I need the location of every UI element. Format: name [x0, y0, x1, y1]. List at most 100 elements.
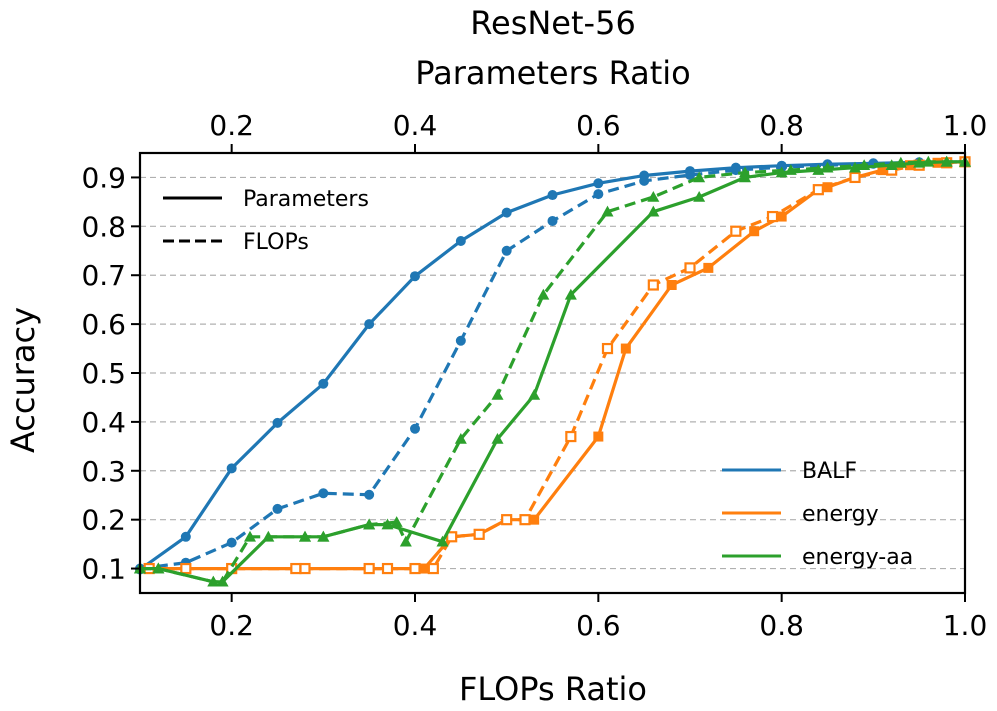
data-point	[784, 164, 797, 175]
y-tick-label: 0.1	[81, 553, 126, 586]
data-point	[528, 389, 541, 400]
data-point	[318, 378, 329, 389]
data-point	[244, 530, 256, 542]
data-point	[519, 514, 531, 526]
data-point	[363, 562, 375, 575]
data-point	[180, 562, 192, 575]
data-point	[216, 575, 229, 587]
legend-parameters-label: Parameters	[243, 187, 369, 212]
data-point	[685, 170, 695, 180]
data-point	[564, 288, 577, 300]
data-point	[849, 171, 861, 184]
data-point	[730, 225, 742, 237]
data-point	[226, 463, 237, 474]
data-point	[647, 191, 660, 202]
data-point	[913, 156, 926, 168]
data-point	[454, 433, 467, 444]
data-point	[693, 191, 706, 202]
y-tick-label: 0.8	[81, 210, 126, 243]
data-point	[620, 343, 631, 354]
data-point	[409, 562, 421, 575]
data-point	[666, 280, 677, 290]
data-point	[427, 562, 439, 575]
data-point	[364, 489, 375, 500]
series-energy-aa-flops	[134, 155, 971, 587]
x-tick-label: 0.4	[393, 609, 438, 642]
legend-flops-label: FLOPs	[243, 230, 309, 255]
grid-layer	[140, 176, 965, 570]
data-point	[501, 514, 513, 526]
x-axis-title: FLOPs Ratio	[459, 670, 647, 708]
data-point	[446, 531, 458, 543]
top-x-tick-label: 0.8	[759, 109, 804, 142]
y-tick-label: 0.3	[81, 455, 126, 488]
y-tick-label: 0.7	[81, 259, 126, 292]
y-tick-label: 0.6	[81, 308, 126, 341]
x-tick-label: 0.6	[576, 609, 621, 642]
data-point	[684, 262, 696, 274]
data-point	[849, 161, 861, 173]
data-point	[639, 175, 650, 186]
data-point	[601, 342, 614, 355]
data-point	[299, 530, 311, 542]
data-point	[390, 516, 403, 527]
data-point	[593, 431, 604, 442]
data-point	[766, 210, 779, 223]
data-point	[940, 155, 953, 167]
x-tick-label: 1.0	[943, 609, 988, 642]
series-layer	[134, 155, 971, 587]
y-axis-title: Accuracy	[4, 307, 42, 453]
top-axis-title: Parameters Ratio	[415, 54, 690, 92]
data-point	[317, 530, 330, 542]
data-point	[749, 226, 760, 237]
top-x-tick-label: 0.2	[209, 109, 254, 142]
data-point	[812, 164, 825, 175]
data-point	[858, 159, 871, 171]
data-point	[821, 161, 834, 173]
data-point	[922, 155, 935, 167]
top-x-tick-label: 0.6	[576, 109, 621, 142]
data-point	[601, 205, 614, 217]
series-line	[140, 160, 965, 584]
data-point	[363, 518, 376, 530]
data-point	[703, 262, 714, 273]
data-point	[877, 165, 888, 176]
data-point	[693, 171, 706, 183]
axes-layer: 0.1 0.2 0.3 0.4 0.5 0.6 0.7 0.8 0.9 0.2 0.4 0.6 0.8 1…	[81, 109, 987, 642]
data-point	[501, 245, 512, 256]
data-point	[776, 211, 787, 222]
top-x-tick-label: 1.0	[943, 109, 988, 142]
data-point	[272, 503, 283, 514]
data-point	[593, 178, 604, 189]
data-point	[318, 488, 329, 499]
data-point	[272, 417, 283, 428]
data-point	[381, 562, 394, 575]
data-point	[180, 531, 191, 542]
data-point	[364, 319, 375, 330]
data-point	[565, 430, 577, 443]
data-point	[410, 423, 420, 434]
data-point	[491, 433, 504, 444]
data-point	[455, 335, 466, 346]
data-point	[491, 389, 504, 400]
data-point	[226, 537, 237, 548]
y-tick-label: 0.2	[81, 504, 126, 537]
data-point	[547, 215, 558, 226]
data-point	[812, 184, 824, 196]
data-point	[501, 207, 512, 218]
data-point	[537, 288, 550, 300]
data-point	[593, 189, 604, 200]
data-point	[647, 205, 660, 217]
chart-title: ResNet-56	[470, 4, 636, 42]
style-legend: Parameters FLOPs	[163, 187, 369, 255]
data-point	[399, 535, 412, 547]
data-point	[529, 514, 540, 525]
data-point	[647, 279, 659, 291]
method-legend: BALF energy energy-aa	[722, 459, 913, 570]
y-tick-label: 0.9	[81, 161, 126, 194]
y-tick-label: 0.4	[81, 406, 126, 439]
data-point	[739, 166, 751, 178]
top-x-tick-label: 0.4	[393, 109, 438, 142]
data-point	[455, 236, 466, 246]
